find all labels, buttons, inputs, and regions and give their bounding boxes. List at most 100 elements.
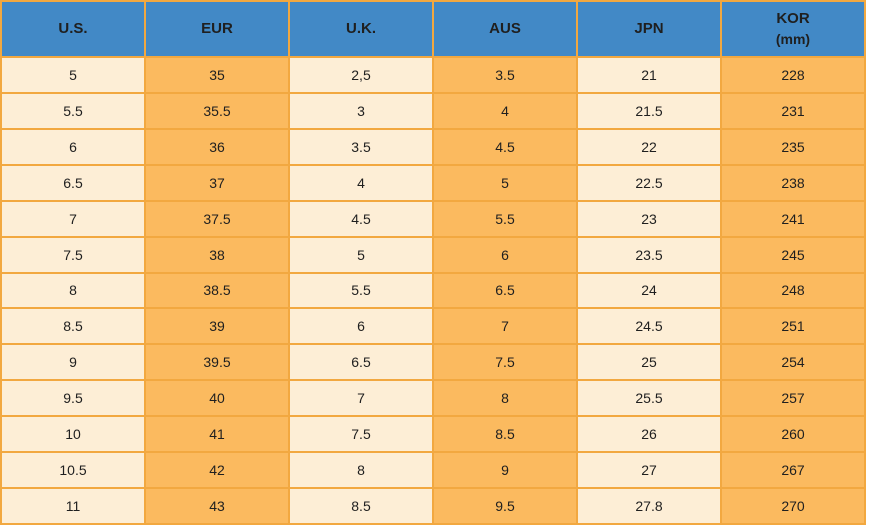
cell: 7.5 — [0, 235, 146, 274]
table-row: 7 37.5 4.5 5.5 23 241 — [0, 199, 866, 238]
cell: 5 — [0, 56, 146, 94]
header-cell-aus: AUS — [432, 0, 578, 58]
cell: 27 — [576, 451, 722, 490]
cell: 22.5 — [576, 163, 722, 202]
cell: 8.5 — [288, 487, 434, 525]
cell: 3.5 — [288, 127, 434, 166]
table-row: 11 43 8.5 9.5 27.8 270 — [0, 487, 866, 525]
cell: 8 — [0, 271, 146, 310]
cell: 43 — [144, 487, 290, 525]
cell: 38.5 — [144, 271, 290, 310]
cell: 21 — [576, 56, 722, 94]
header-label: JPN — [634, 19, 664, 37]
cell: 38 — [144, 235, 290, 274]
cell: 3.5 — [432, 56, 578, 94]
cell: 7 — [432, 307, 578, 346]
cell: 8.5 — [432, 415, 578, 454]
cell: 23.5 — [576, 235, 722, 274]
cell: 257 — [720, 379, 866, 418]
cell: 3 — [288, 91, 434, 130]
cell: 270 — [720, 487, 866, 525]
header-label: U.K. — [346, 19, 376, 37]
cell: 4 — [432, 91, 578, 130]
cell: 7.5 — [288, 415, 434, 454]
header-row: U.S. EUR U.K. AUS JPN KOR (mm) — [0, 0, 866, 58]
cell: 37.5 — [144, 199, 290, 238]
header-cell-jpn: JPN — [576, 0, 722, 58]
cell: 11 — [0, 487, 146, 525]
cell: 4.5 — [432, 127, 578, 166]
table-row: 10.5 42 8 9 27 267 — [0, 451, 866, 490]
cell: 260 — [720, 415, 866, 454]
header-label: AUS — [489, 19, 521, 37]
cell: 7 — [288, 379, 434, 418]
cell: 36 — [144, 127, 290, 166]
cell: 7 — [0, 199, 146, 238]
header-label: EUR — [201, 19, 233, 37]
cell: 22 — [576, 127, 722, 166]
cell: 5.5 — [288, 271, 434, 310]
table-row: 10 41 7.5 8.5 26 260 — [0, 415, 866, 454]
cell: 245 — [720, 235, 866, 274]
cell: 9 — [0, 343, 146, 382]
header-label: U.S. — [58, 19, 88, 37]
cell: 40 — [144, 379, 290, 418]
cell: 235 — [720, 127, 866, 166]
cell: 7.5 — [432, 343, 578, 382]
table-row: 6.5 37 4 5 22.5 238 — [0, 163, 866, 202]
cell: 6 — [288, 307, 434, 346]
cell: 4 — [288, 163, 434, 202]
cell: 6 — [432, 235, 578, 274]
cell: 5 — [432, 163, 578, 202]
table-row: 9 39.5 6.5 7.5 25 254 — [0, 343, 866, 382]
cell: 8.5 — [0, 307, 146, 346]
cell: 251 — [720, 307, 866, 346]
cell: 37 — [144, 163, 290, 202]
header-cell-us: U.S. — [0, 0, 146, 58]
cell: 42 — [144, 451, 290, 490]
cell: 5.5 — [0, 91, 146, 130]
cell: 6.5 — [288, 343, 434, 382]
cell: 238 — [720, 163, 866, 202]
cell: 10 — [0, 415, 146, 454]
cell: 5 — [288, 235, 434, 274]
cell: 4.5 — [288, 199, 434, 238]
cell: 228 — [720, 56, 866, 94]
cell: 248 — [720, 271, 866, 310]
table-body: 5 35 2,5 3.5 21 228 5.5 35.5 3 4 21.5 231 6 36 3.5 4.5 2… — [0, 56, 866, 525]
cell: 26 — [576, 415, 722, 454]
table-row: 7.5 38 5 6 23.5 245 — [0, 235, 866, 274]
cell: 23 — [576, 199, 722, 238]
cell: 241 — [720, 199, 866, 238]
header-cell-eur: EUR — [144, 0, 290, 58]
cell: 8 — [288, 451, 434, 490]
cell: 35 — [144, 56, 290, 94]
cell: 24.5 — [576, 307, 722, 346]
header-cell-uk: U.K. — [288, 0, 434, 58]
cell: 2,5 — [288, 56, 434, 94]
header-cell-kor: KOR (mm) — [720, 0, 866, 58]
cell: 10.5 — [0, 451, 146, 490]
cell: 6.5 — [432, 271, 578, 310]
cell: 25.5 — [576, 379, 722, 418]
cell: 39.5 — [144, 343, 290, 382]
cell: 21.5 — [576, 91, 722, 130]
header-sublabel: (mm) — [775, 30, 811, 47]
cell: 9.5 — [0, 379, 146, 418]
table-header: U.S. EUR U.K. AUS JPN KOR (mm) — [0, 0, 866, 58]
cell: 231 — [720, 91, 866, 130]
cell: 9 — [432, 451, 578, 490]
cell: 27.8 — [576, 487, 722, 525]
cell: 5.5 — [432, 199, 578, 238]
table-row: 5 35 2,5 3.5 21 228 — [0, 56, 866, 94]
cell: 6 — [0, 127, 146, 166]
cell: 9.5 — [432, 487, 578, 525]
table-row: 8.5 39 6 7 24.5 251 — [0, 307, 866, 346]
cell: 6.5 — [0, 163, 146, 202]
cell: 25 — [576, 343, 722, 382]
cell: 41 — [144, 415, 290, 454]
cell: 254 — [720, 343, 866, 382]
table-row: 8 38.5 5.5 6.5 24 248 — [0, 271, 866, 310]
table-row: 5.5 35.5 3 4 21.5 231 — [0, 91, 866, 130]
